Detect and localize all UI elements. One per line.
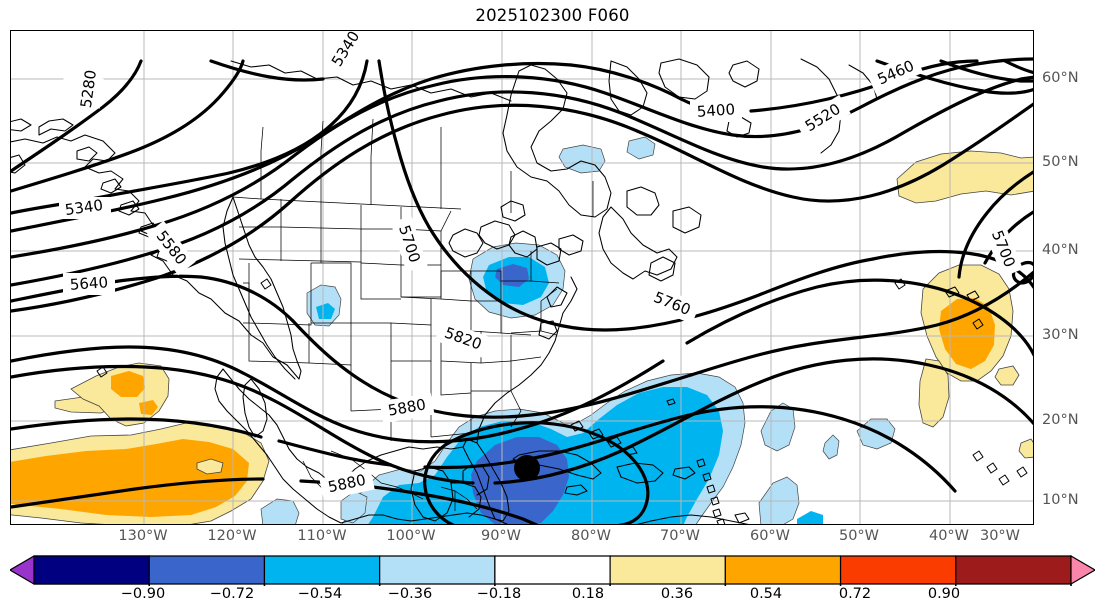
colorbar-tick-label-7: 0.54 <box>749 586 783 602</box>
longitude-tick-label-3: 100°W <box>386 528 436 544</box>
shaded-region <box>626 136 656 160</box>
colorbar-tick-label-3: −0.36 <box>387 586 433 602</box>
shaded-region <box>260 498 300 524</box>
height-contour-layer <box>11 31 1033 524</box>
longitude-tick-label-6: 70°W <box>659 528 701 544</box>
colorbar-swatch-light-blue <box>379 555 496 585</box>
longitude-tick-label-2: 110°W <box>297 528 347 544</box>
shaded-region <box>822 434 840 460</box>
longitude-tick-label-4: 90°W <box>480 528 522 544</box>
colorbar-tick-label-1: −0.72 <box>209 586 255 602</box>
colorbar-tick-label-8: 0.72 <box>838 586 872 602</box>
shaded-region <box>1018 438 1033 459</box>
longitude-tick-label-5: 80°W <box>570 528 612 544</box>
shaded-region <box>111 371 145 397</box>
shaded-region <box>939 298 995 369</box>
latitude-tick-label-2: 40°N <box>1042 242 1079 258</box>
shaded-region <box>760 402 796 452</box>
map-plot-area[interactable]: 5280 5340 5340 5400 5460 5520 5580 5640 5700 5700… <box>10 30 1034 525</box>
longitude-tick-label-10: 30°W <box>979 528 1021 544</box>
colorbar-ticks <box>148 584 1072 586</box>
shaded-region <box>896 150 1033 204</box>
colorbar-swatch-white <box>494 555 611 585</box>
colorbar-canvas <box>10 554 1095 586</box>
longitude-tick-label-0: 130°W <box>118 528 168 544</box>
contour-label: 5340 <box>64 196 104 219</box>
longitude-tick-label-1: 120°W <box>207 528 257 544</box>
colorbar-swatch-cyan <box>263 555 381 585</box>
shaded-region <box>558 144 606 174</box>
contour-label-mask <box>59 31 1023 501</box>
colorbar-swatch-navy <box>33 555 150 585</box>
page-title: 2025102300 F060 <box>475 6 630 25</box>
colorbar-swatch-light-yellow <box>609 555 726 585</box>
shaded-region <box>994 365 1020 386</box>
shaded-region <box>856 418 896 450</box>
longitude-tick-label-9: 40°W <box>928 528 970 544</box>
storm-center-marker[interactable] <box>514 455 540 481</box>
contour-label: 5280 <box>77 69 100 109</box>
longitude-tick-label-7: 60°W <box>749 528 791 544</box>
latitude-tick-label-0: 60°N <box>1042 70 1079 86</box>
latitude-tick-label-4: 20°N <box>1042 412 1079 428</box>
colorbar-tick-label-4: −0.18 <box>476 586 522 602</box>
contour-label: 5640 <box>69 273 108 294</box>
shaded-region <box>797 511 823 524</box>
latitude-tick-label-1: 50°N <box>1042 154 1079 170</box>
colorbar-tick-label-6: 0.36 <box>660 586 694 602</box>
colorbar-swatch-dark-red <box>955 555 1072 585</box>
colorbar-swatches <box>10 554 1095 586</box>
colorbar-swatch-red-orange <box>839 555 957 585</box>
colorbar-tick-label-5: 0.18 <box>571 586 605 602</box>
colorbar-swatch-royal-blue <box>148 555 266 585</box>
colorbar-tick-label-2: −0.54 <box>297 586 343 602</box>
longitude-tick-label-8: 50°W <box>838 528 880 544</box>
colorbar-tick-label-9: 0.90 <box>927 586 961 602</box>
shaded-region <box>316 303 335 319</box>
contour-label: 5400 <box>696 100 735 121</box>
colorbar-swatch-orange <box>724 555 842 585</box>
latitude-tick-label-5: 10°N <box>1042 492 1079 508</box>
latitude-tick-label-3: 30°N <box>1042 327 1079 343</box>
colorbar-swatch-pink <box>1070 554 1095 586</box>
colorbar-tick-label-0: −0.90 <box>120 586 166 602</box>
shaded-region <box>196 458 224 475</box>
colorbar[interactable] <box>10 554 1095 586</box>
